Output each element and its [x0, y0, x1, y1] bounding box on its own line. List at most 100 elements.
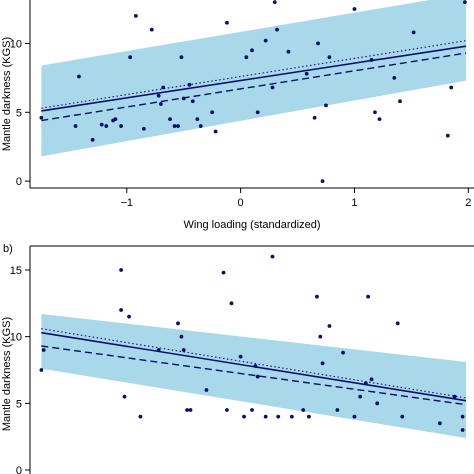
- x-tick-label: 2: [465, 197, 471, 209]
- data-point: [460, 428, 465, 432]
- data-point: [320, 179, 325, 184]
- data-point: [168, 117, 172, 122]
- data-point: [188, 408, 193, 412]
- data-point: [119, 124, 123, 128]
- x-tick-label: 0: [238, 197, 244, 209]
- data-point: [39, 115, 44, 120]
- y-tick-label: 10: [10, 38, 22, 50]
- data-point: [449, 85, 454, 90]
- data-point: [90, 137, 95, 142]
- data-point: [318, 334, 323, 339]
- data-point: [198, 124, 203, 128]
- data-point: [255, 110, 260, 115]
- data-point: [445, 133, 450, 138]
- data-point: [41, 348, 46, 352]
- data-point: [335, 408, 340, 412]
- data-point: [377, 117, 382, 122]
- data-point: [437, 421, 442, 426]
- data-point: [363, 381, 368, 386]
- data-point: [411, 30, 416, 35]
- data-point: [253, 364, 258, 368]
- data-point: [301, 408, 306, 412]
- y-tick-label: 5: [16, 107, 22, 119]
- data-point: [460, 414, 465, 419]
- regression-line-solid: [41, 45, 467, 112]
- data-point: [190, 99, 195, 104]
- data-point: [179, 334, 184, 339]
- panel-b: 0 5 10 15 Mantle darkness (KGS) b): [1, 243, 474, 474]
- data-point: [304, 71, 309, 76]
- data-point: [113, 117, 118, 122]
- data-point: [400, 414, 405, 419]
- data-point: [275, 27, 279, 32]
- y-tick-label: 0: [16, 176, 22, 188]
- data-point: [352, 414, 357, 419]
- data-point: [128, 55, 133, 60]
- data-point: [213, 129, 218, 134]
- y-tick-label: 10: [10, 332, 22, 344]
- y-axis-label: Mantle darkness (KGS): [1, 37, 13, 151]
- panel-a: 0 5 10 −1 0 1 2 Wing loading (standardized) Mant…: [1, 0, 474, 231]
- data-point: [270, 254, 275, 259]
- data-point: [375, 401, 380, 406]
- data-point: [358, 394, 363, 399]
- data-point: [250, 48, 254, 53]
- data-point: [104, 124, 109, 128]
- data-point: [221, 270, 226, 275]
- data-point: [263, 38, 268, 43]
- data-point: [229, 301, 234, 306]
- data-point: [172, 124, 177, 128]
- x-tick-label: 1: [351, 197, 357, 209]
- data-point: [204, 388, 209, 392]
- data-point: [244, 55, 249, 60]
- data-point: [187, 82, 192, 87]
- y-tick-label: 5: [16, 398, 22, 410]
- data-point: [327, 324, 332, 328]
- data-point: [141, 126, 146, 131]
- y-tick-label: 0: [16, 465, 22, 474]
- data-point: [316, 41, 320, 46]
- data-point: [122, 394, 127, 399]
- data-point: [161, 85, 166, 90]
- data-point: [398, 99, 402, 104]
- data-point: [255, 374, 260, 379]
- panel-label: b): [3, 243, 13, 255]
- data-point: [181, 96, 186, 101]
- regression-line-dashed: [41, 345, 467, 406]
- data-point: [181, 348, 186, 352]
- data-point: [307, 414, 311, 419]
- data-point: [286, 49, 291, 54]
- data-point: [176, 321, 180, 326]
- data-point: [314, 294, 319, 299]
- data-point: [250, 408, 254, 412]
- data-point: [272, 0, 277, 5]
- data-point: [320, 361, 325, 366]
- data-point: [276, 414, 281, 419]
- data-point: [369, 377, 374, 382]
- data-point: [373, 110, 377, 115]
- data-point: [242, 414, 246, 419]
- data-point: [99, 122, 104, 127]
- data-point: [138, 414, 143, 419]
- data-point: [263, 414, 268, 419]
- data-point: [324, 103, 328, 108]
- data-point: [119, 268, 123, 272]
- data-point: [185, 408, 190, 412]
- data-point: [159, 102, 163, 106]
- y-tick-label: 15: [10, 265, 22, 277]
- data-point: [395, 321, 400, 326]
- data-point: [369, 58, 374, 62]
- data-point: [176, 124, 180, 128]
- data-point: [327, 55, 332, 60]
- data-point: [133, 13, 138, 18]
- data-point: [462, 0, 467, 5]
- data-point: [225, 20, 229, 25]
- regression-line-dashed: [41, 52, 467, 122]
- data-point: [352, 7, 357, 11]
- data-point: [156, 348, 161, 352]
- data-point: [156, 93, 161, 98]
- data-point: [238, 354, 243, 359]
- data-point: [341, 350, 345, 355]
- data-point: [392, 75, 397, 80]
